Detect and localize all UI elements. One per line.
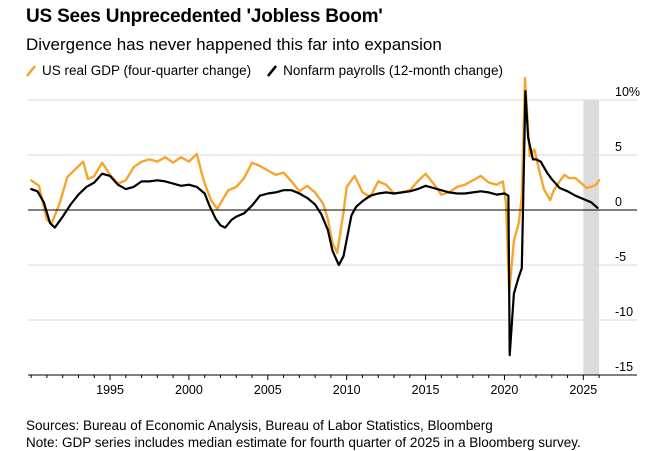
chart-legend: US real GDP (four-quarter change) Nonfar… [26, 63, 519, 78]
x-tick-label: 2015 [412, 383, 440, 397]
x-tick-label: 2005 [254, 383, 282, 397]
shaded-region [583, 100, 600, 375]
legend-swatch-payrolls-icon [267, 64, 278, 77]
methodology-note: Note: GDP series includes median estimat… [26, 435, 581, 450]
legend-item-payrolls: Nonfarm payrolls (12-month change) [267, 63, 503, 78]
chart-title: US Sees Unprecedented 'Jobless Boom' [26, 6, 383, 27]
legend-label-payrolls: Nonfarm payrolls (12-month change) [283, 63, 503, 78]
sources-note: Sources: Bureau of Economic Analysis, Bu… [26, 418, 493, 433]
y-tick-label: -5 [615, 250, 626, 264]
x-tick-label: 2025 [569, 383, 597, 397]
legend-item-gdp: US real GDP (four-quarter change) [26, 63, 251, 78]
legend-label-gdp: US real GDP (four-quarter change) [42, 63, 252, 78]
series-line-payrolls [30, 90, 599, 357]
y-tick-label: -10 [615, 305, 633, 319]
x-tick-label: 2010 [333, 383, 361, 397]
x-tick-label: 1995 [96, 383, 124, 397]
y-tick-label: -15 [615, 360, 633, 374]
chart-footer: Sources: Bureau of Economic Analysis, Bu… [26, 417, 581, 451]
legend-swatch-gdp-icon [26, 64, 36, 77]
y-tick-label: 5 [615, 140, 622, 154]
y-tick-label: 0 [615, 195, 622, 209]
x-tick-label: 2000 [175, 383, 203, 397]
series-line-gdp [30, 76, 601, 294]
chart-subtitle: Divergence has never happened this far i… [26, 35, 442, 54]
y-tick-label: 10% [615, 85, 640, 99]
x-tick-label: 2020 [491, 383, 519, 397]
